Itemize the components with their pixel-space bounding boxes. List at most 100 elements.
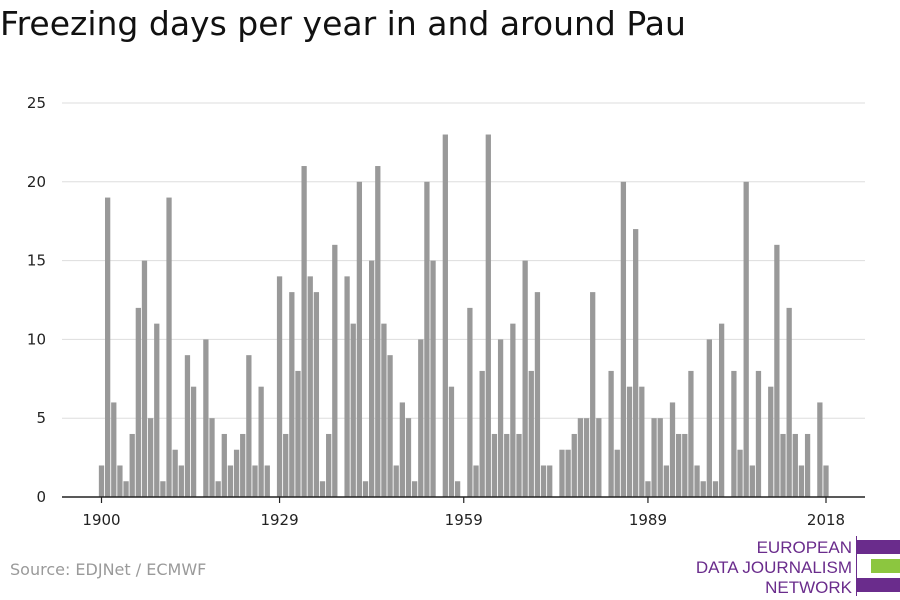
bar-1927 (264, 465, 270, 497)
bar-1985 (620, 181, 627, 498)
bar-1991 (657, 418, 663, 497)
x-tick-label-1959: 1959 (445, 511, 483, 529)
bar-1976 (565, 449, 571, 497)
bar-1942 (356, 181, 363, 498)
bar-1902 (111, 402, 117, 497)
x-axis-ticks: 1900 1929 1959 1989 2018 (82, 497, 845, 529)
bar-1932 (295, 370, 301, 497)
y-tick-label-0: 0 (36, 488, 46, 506)
bar-1948 (393, 465, 399, 497)
logo-bar-bottom (857, 578, 900, 592)
logo-line-1: EUROPEAN (756, 538, 852, 557)
bar-1993 (669, 402, 676, 497)
bar-1923 (240, 433, 246, 497)
logo-bar-middle (871, 559, 900, 573)
bar-1909 (154, 323, 160, 497)
bar-1919 (215, 481, 221, 497)
bar-1901 (104, 197, 111, 497)
bar-1930 (283, 433, 289, 497)
bar-1938 (332, 244, 338, 497)
bar-1977 (571, 433, 577, 497)
bar-1996 (688, 370, 694, 497)
bar-1988 (639, 386, 645, 497)
bar-2004 (737, 449, 743, 497)
bar-1986 (626, 386, 633, 497)
bar-1961 (473, 465, 479, 497)
bar-2010 (774, 244, 780, 497)
y-tick-label-15: 15 (27, 252, 46, 270)
bar-1978 (577, 418, 584, 497)
bar-1903 (117, 465, 123, 497)
bar-1956 (442, 134, 448, 497)
bar-1964 (491, 433, 498, 497)
bar-1973 (547, 465, 553, 497)
bar-1950 (405, 418, 412, 497)
bar-1960 (467, 307, 473, 497)
bar-1968 (516, 433, 522, 497)
bar-1900 (98, 465, 105, 497)
bar-1994 (676, 433, 682, 497)
bar-1972 (540, 465, 547, 497)
bar-1943 (362, 481, 369, 497)
bar-1922 (233, 449, 240, 497)
bar-2006 (749, 465, 755, 497)
bar-2000 (712, 481, 719, 497)
bar-2013 (792, 433, 798, 497)
bar-1979 (583, 418, 590, 497)
logo-text: EUROPEAN DATA JOURNALISM NETWORK (696, 538, 852, 598)
bar-1918 (209, 418, 215, 497)
bar-1984 (614, 449, 620, 497)
bar-2003 (731, 370, 737, 497)
bar-1953 (424, 181, 430, 498)
bar-1951 (411, 481, 418, 497)
bar-1981 (596, 418, 602, 497)
bar-1945 (375, 166, 381, 498)
x-tick-label-1929: 1929 (260, 511, 298, 529)
bar-1920 (221, 433, 227, 497)
bar-1999 (706, 339, 712, 497)
bars (98, 134, 829, 498)
bar-2018 (823, 465, 829, 497)
bar-2014 (798, 465, 805, 497)
bar-1998 (700, 481, 706, 497)
bar-1949 (399, 402, 405, 497)
bar-1967 (510, 323, 516, 497)
bar-1969 (522, 260, 528, 497)
x-tick-label-2018: 2018 (807, 511, 845, 529)
bar-1966 (504, 433, 510, 497)
bar-1924 (246, 355, 252, 497)
bar-1962 (479, 370, 485, 497)
bar-1990 (651, 418, 657, 497)
bar-1995 (682, 433, 688, 497)
logo-bar-top (857, 540, 900, 554)
bar-1963 (485, 134, 491, 497)
bar-1971 (534, 292, 541, 497)
bar-1957 (448, 386, 455, 497)
y-tick-label-10: 10 (27, 330, 46, 348)
y-axis-ticks: 0 5 10 15 20 25 (27, 94, 46, 506)
bar-1907 (141, 260, 148, 497)
bar-1965 (497, 339, 504, 497)
bar-1952 (418, 339, 424, 497)
y-tick-label-25: 25 (27, 94, 46, 112)
bar-1914 (184, 355, 191, 497)
source-note: Source: EDJNet / ECMWF (10, 560, 207, 579)
bar-1933 (301, 166, 307, 498)
bar-1987 (633, 229, 639, 497)
bar-1906 (135, 307, 141, 497)
bar-1926 (258, 386, 264, 497)
bar-1954 (430, 260, 436, 497)
bar-1989 (645, 481, 651, 497)
bar-2009 (768, 386, 774, 497)
bar-2005 (743, 181, 749, 498)
bar-1931 (289, 292, 295, 497)
bar-1915 (190, 386, 197, 497)
logo-line-3: NETWORK (765, 578, 852, 597)
bar-1941 (350, 323, 356, 497)
bar-1934 (307, 276, 313, 497)
bar-1947 (387, 355, 393, 497)
bar-1912 (172, 449, 178, 497)
bar-1983 (608, 370, 614, 497)
bar-1992 (663, 465, 670, 497)
